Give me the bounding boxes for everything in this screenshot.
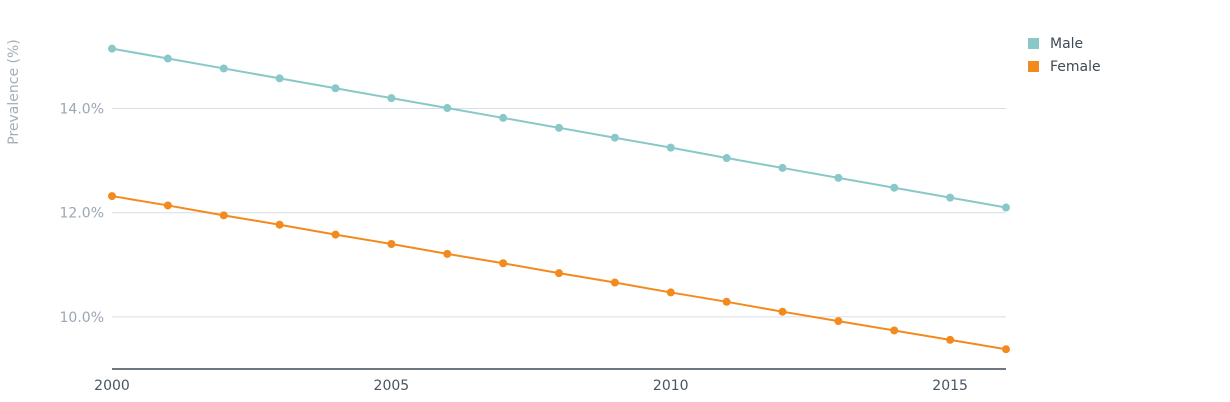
data-point-female[interactable]	[163, 201, 172, 210]
data-point-female[interactable]	[890, 326, 899, 335]
x-tick-label: 2000	[94, 378, 130, 394]
data-point-male[interactable]	[108, 44, 116, 53]
series-group	[108, 44, 1010, 354]
data-point-female[interactable]	[666, 288, 675, 297]
data-point-male[interactable]	[946, 193, 955, 202]
data-point-female[interactable]	[499, 259, 508, 268]
y-tick-label: 14.0%	[60, 102, 104, 118]
x-tick-label: 2005	[374, 378, 410, 394]
y-tick-label: 12.0%	[60, 206, 104, 222]
x-tick-label: 2015	[932, 378, 968, 394]
data-point-male[interactable]	[834, 173, 843, 182]
gridlines	[112, 108, 1006, 318]
legend: Male Female	[1028, 32, 1101, 78]
data-point-female[interactable]	[610, 278, 619, 287]
y-tick-label: 10.0%	[60, 310, 104, 326]
data-point-male[interactable]	[387, 94, 396, 103]
y-axis-label: Prevalence (%)	[6, 39, 22, 145]
data-point-female[interactable]	[722, 297, 731, 306]
data-point-female[interactable]	[387, 239, 396, 248]
data-point-female[interactable]	[275, 220, 284, 229]
y-tick-labels: 10.0% 12.0% 14.0%	[60, 102, 104, 326]
data-point-female[interactable]	[219, 211, 228, 220]
data-point-female[interactable]	[108, 192, 116, 201]
x-tick-labels: 2000 2005 2010 2015	[94, 378, 968, 394]
data-point-female[interactable]	[331, 230, 340, 239]
data-point-female[interactable]	[1002, 345, 1010, 354]
data-point-male[interactable]	[890, 183, 899, 192]
data-point-male[interactable]	[499, 113, 508, 122]
x-tick-label: 2010	[653, 378, 689, 394]
legend-label-male: Male	[1050, 35, 1084, 52]
data-point-female[interactable]	[946, 335, 955, 344]
data-point-male[interactable]	[722, 154, 731, 163]
data-point-male[interactable]	[666, 143, 675, 152]
data-point-female[interactable]	[443, 249, 452, 258]
data-point-male[interactable]	[555, 123, 563, 132]
legend-swatch-female	[1028, 61, 1039, 72]
legend-item-female[interactable]: Female	[1028, 55, 1101, 78]
data-point-female[interactable]	[555, 269, 563, 278]
data-point-male[interactable]	[275, 74, 284, 83]
data-point-female[interactable]	[778, 307, 787, 316]
data-point-female[interactable]	[834, 317, 843, 326]
legend-swatch-male	[1028, 38, 1039, 49]
legend-item-male[interactable]: Male	[1028, 32, 1101, 55]
data-point-male[interactable]	[163, 54, 172, 63]
data-point-male[interactable]	[778, 163, 787, 172]
data-point-male[interactable]	[610, 133, 619, 142]
data-point-male[interactable]	[331, 84, 340, 93]
data-point-male[interactable]	[1002, 203, 1010, 212]
legend-label-female: Female	[1050, 58, 1101, 75]
data-point-male[interactable]	[443, 104, 452, 113]
data-point-male[interactable]	[219, 64, 228, 73]
